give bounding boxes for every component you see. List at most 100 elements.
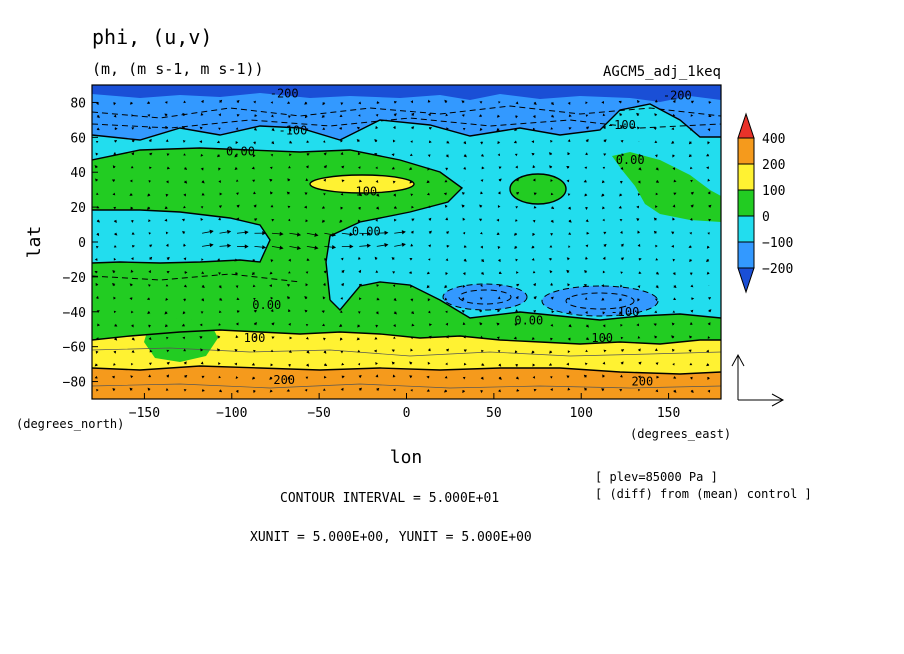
wind-vector-head bbox=[305, 336, 309, 340]
wind-vector-head bbox=[706, 166, 709, 170]
wind-vector-head bbox=[252, 284, 256, 288]
wind-vector-head bbox=[270, 191, 273, 195]
wind-vector-head bbox=[638, 153, 642, 157]
wind-vector-head bbox=[201, 375, 205, 379]
wind-vector-head bbox=[707, 336, 711, 339]
wind-vector-head bbox=[94, 258, 98, 261]
wind-vector-head bbox=[182, 140, 186, 143]
wind-vector-head bbox=[341, 283, 345, 287]
wind-vector-head bbox=[445, 258, 449, 261]
wind-vector-head bbox=[550, 139, 553, 143]
wind-vector-head bbox=[393, 324, 396, 328]
contour-line-dashed-north-a bbox=[92, 105, 721, 119]
wind-vector-head bbox=[637, 335, 641, 339]
wind-vector-head bbox=[496, 232, 500, 235]
wind-vector-head bbox=[480, 245, 483, 249]
contour-label: 0.00 bbox=[352, 225, 381, 239]
contour-line-neg100-north bbox=[92, 103, 721, 141]
wind-vector-head bbox=[619, 389, 623, 392]
wind-vector-head bbox=[498, 284, 502, 288]
colorbar-swatch-200-400 bbox=[737, 137, 755, 165]
wind-vector-head bbox=[236, 100, 240, 104]
contour-line-dashed-tropics bbox=[92, 273, 301, 283]
wind-vector-head bbox=[706, 245, 710, 249]
wind-vector-head bbox=[515, 178, 520, 182]
wind-vector-head bbox=[619, 180, 623, 184]
wind-vector-head bbox=[218, 323, 221, 326]
wind-vector-head bbox=[305, 271, 309, 274]
wind-vector-head bbox=[427, 310, 431, 314]
wind-vector-head bbox=[165, 125, 169, 130]
wind-vector-head bbox=[550, 179, 553, 182]
wind-vector-head bbox=[375, 311, 379, 315]
wind-vector-head bbox=[219, 192, 223, 196]
wind-vector-head bbox=[341, 362, 345, 366]
wind-vector-head bbox=[531, 140, 535, 144]
wind-vector-head bbox=[445, 272, 449, 276]
wind-vector-head bbox=[286, 284, 290, 287]
wind-vector-head bbox=[375, 270, 379, 273]
wind-vector-head bbox=[656, 375, 660, 379]
wind-vector-head bbox=[446, 335, 450, 339]
wind-vector-head bbox=[349, 232, 354, 237]
wind-vector-head bbox=[567, 193, 571, 197]
wind-vector-head bbox=[183, 348, 186, 352]
wind-vector-head bbox=[602, 324, 606, 328]
wind-vector-head bbox=[288, 165, 291, 169]
wind-vector-head bbox=[478, 114, 482, 118]
filled-contours bbox=[92, 85, 721, 399]
wind-vector-head bbox=[603, 336, 607, 340]
wind-vector-head bbox=[183, 361, 187, 365]
wind-vector-head bbox=[322, 140, 326, 143]
wind-vector-head bbox=[427, 154, 431, 158]
wind-vector-head bbox=[655, 285, 659, 289]
wind-vector-head bbox=[533, 282, 537, 287]
wind-vector-head bbox=[314, 245, 319, 250]
wind-vector-head bbox=[392, 374, 396, 378]
wind-vector-head bbox=[498, 271, 502, 275]
wind-vector-head bbox=[166, 336, 169, 340]
wind-vector-head bbox=[306, 363, 310, 367]
wind-vector-head bbox=[288, 271, 291, 274]
wind-vector-head bbox=[515, 191, 520, 195]
wind-vector-head bbox=[706, 363, 710, 367]
wind-vector-head bbox=[532, 127, 536, 131]
wind-vector-head bbox=[427, 258, 431, 261]
wind-vector-head bbox=[497, 153, 501, 157]
wind-vector-head bbox=[655, 179, 660, 183]
wind-vector-head bbox=[514, 245, 518, 250]
wind-vector-head bbox=[707, 128, 711, 132]
wind-vector-head bbox=[287, 178, 291, 182]
wind-vector-head bbox=[498, 389, 501, 393]
wind-vector-head bbox=[113, 206, 117, 210]
wind-vector-head bbox=[321, 114, 325, 118]
wind-vector-head bbox=[340, 102, 344, 106]
wind-vector-head bbox=[304, 205, 307, 209]
wind-vectors bbox=[94, 99, 712, 394]
y-tick-label: 0 bbox=[78, 236, 86, 251]
contour-label: 100 bbox=[355, 184, 377, 198]
wind-vector-head bbox=[673, 297, 677, 300]
wind-vector-head bbox=[95, 282, 99, 287]
wind-vector-head bbox=[356, 337, 360, 341]
wind-vector-head bbox=[341, 165, 345, 169]
wind-vector-head bbox=[236, 204, 240, 208]
wind-vector-head bbox=[218, 310, 222, 314]
wind-vector-head bbox=[462, 376, 466, 380]
wind-vector-head bbox=[603, 139, 607, 143]
wind-vector-head bbox=[586, 231, 590, 235]
wind-vector-head bbox=[515, 101, 519, 105]
wind-vector-head bbox=[183, 205, 186, 209]
contour-line-100-northpacific bbox=[309, 174, 415, 194]
wind-vector-head bbox=[147, 114, 151, 117]
wind-vector-head bbox=[496, 114, 500, 118]
wind-vector-head bbox=[672, 258, 676, 262]
wind-vector-head bbox=[602, 374, 606, 378]
wind-vector-head bbox=[584, 166, 588, 170]
wind-vector-head bbox=[199, 323, 203, 327]
wind-vector-head bbox=[183, 193, 186, 197]
wind-vector-head bbox=[619, 125, 623, 129]
wind-vector-head bbox=[566, 269, 570, 274]
wind-vector-head bbox=[166, 153, 170, 157]
